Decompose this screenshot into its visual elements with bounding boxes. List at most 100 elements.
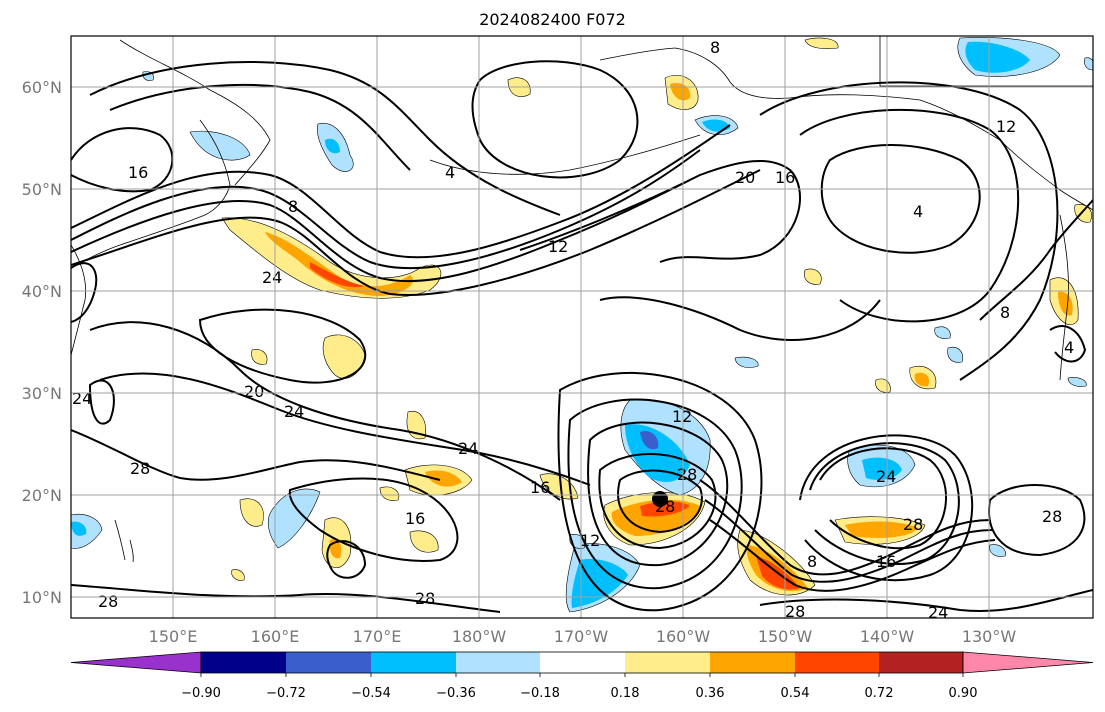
lon-label: 170°E <box>353 627 402 646</box>
lat-label: 20°N <box>22 486 62 505</box>
lon-label: 160°W <box>656 627 711 646</box>
lon-label: 170°W <box>554 627 609 646</box>
lon-label: 150°W <box>758 627 813 646</box>
contour-label: 20 <box>244 382 264 401</box>
shade-lblue-west <box>189 130 251 161</box>
shade-lblue-s1 <box>267 488 321 549</box>
lon-label: 150°E <box>149 627 198 646</box>
lon-label: 130°W <box>962 627 1017 646</box>
contour-trough-1 <box>699 479 991 576</box>
contour-jet-2 <box>71 124 731 259</box>
shade-yellow-c1 <box>539 473 579 500</box>
contour-tc-24 <box>598 453 717 550</box>
shade-blue-west2 <box>325 138 340 154</box>
shade-blue-ne <box>965 41 1030 73</box>
shade-yellow-ne <box>804 37 839 50</box>
coast-canada-border <box>879 36 1093 87</box>
shade-blue-s2 <box>71 521 87 536</box>
lon-label: 140°W <box>860 627 915 646</box>
contour-tc-12 <box>557 371 763 612</box>
contour-east-low-24 <box>819 447 947 550</box>
lat-label: 40°N <box>22 282 62 301</box>
contour-layer <box>71 60 1093 613</box>
shade-orange-coast <box>1058 291 1073 316</box>
contour-east-4 <box>820 144 981 254</box>
shade-yellow-e2 <box>875 378 891 393</box>
contour-east-8 <box>799 108 1020 323</box>
contour-tc-28 <box>617 469 703 534</box>
map-title: 2024082400 F072 <box>479 10 626 29</box>
contour-label: 28 <box>130 459 150 478</box>
shade-yellow-e3 <box>804 268 822 285</box>
contour-label: 16 <box>876 552 896 571</box>
contour-loop-4 <box>471 60 639 179</box>
contour-label: 28 <box>415 589 435 608</box>
contour-label: 8 <box>1000 303 1010 322</box>
colorbar-tick-label: −0.72 <box>266 686 306 701</box>
coast-japan <box>71 244 87 356</box>
coast-alaska-west <box>599 47 791 99</box>
gridlines <box>71 36 1093 618</box>
colorbar-extend-low <box>70 651 202 674</box>
contour-label: 24 <box>458 439 478 458</box>
contour-label: 20 <box>735 168 755 187</box>
contour-label: 12 <box>996 117 1016 136</box>
colorbar-tick-label: −0.18 <box>520 686 560 701</box>
contour-label: 28 <box>1042 507 1062 526</box>
colorbar-segment <box>201 652 286 673</box>
contour-label: 4 <box>445 163 455 182</box>
contour-label: 24 <box>72 389 92 408</box>
contour-jet-4 <box>71 169 761 296</box>
shade-lblue-m7 <box>989 544 1006 557</box>
contour-coast-4 <box>1049 325 1087 363</box>
shade-orange-c4 <box>845 521 918 538</box>
shade-yellow-e4 <box>1074 204 1092 223</box>
colorbar-tick-label: 0.36 <box>696 686 725 701</box>
coast-aleutian <box>429 134 701 175</box>
contour-label: 28 <box>677 465 697 484</box>
contour-mid-loop <box>198 308 367 384</box>
colorbar-tick-labels: −0.90 −0.72 −0.54 −0.36 −0.18 0.18 0.36 … <box>181 686 977 701</box>
contour-label: 8 <box>288 197 298 216</box>
shade-lblue-m1 <box>734 356 759 368</box>
coastline-layer <box>71 36 1093 563</box>
contour-label: 28 <box>98 592 118 611</box>
shade-red-jet <box>310 262 365 288</box>
shade-yellow-w1 <box>251 349 268 365</box>
shade-yellow-s4 <box>379 486 400 501</box>
contour-west-loop <box>88 379 115 425</box>
map-frame <box>70 35 1094 619</box>
contour-east-12 <box>759 81 1059 381</box>
shade-yellow-mid1 <box>322 334 366 379</box>
contour-label: 24 <box>262 268 282 287</box>
contour-label: 12 <box>580 531 600 550</box>
contour-east-28 <box>988 484 1086 557</box>
contour-east-24 <box>759 589 1093 612</box>
contour-mid-24 <box>99 372 591 486</box>
colorbar-tick-label: 0.90 <box>949 686 978 701</box>
colorbar-segment <box>540 652 625 673</box>
contour-label: 8 <box>807 552 817 571</box>
shaded-field-layer <box>71 37 1093 613</box>
contour-label: 28 <box>903 515 923 534</box>
shade-orange-mid3 <box>425 470 462 487</box>
contour-label: 12 <box>672 407 692 426</box>
contour-tc-20 <box>587 421 729 567</box>
shade-blue-tc <box>625 424 690 482</box>
contour-west-8 <box>71 262 98 323</box>
coast-kuril <box>71 214 206 269</box>
colorbar-segment <box>625 652 710 673</box>
contour-jet-3 <box>71 179 691 282</box>
colorbar-tick-label: 0.54 <box>781 686 810 701</box>
shade-royal-tc <box>640 430 659 450</box>
lon-label: 180°W <box>452 627 507 646</box>
coast-kamchatka <box>199 119 231 216</box>
contour-label: 8 <box>710 38 720 57</box>
contour-north-1 <box>89 61 561 216</box>
contour-tc-16 <box>567 398 743 590</box>
contour-south-28 <box>71 584 501 613</box>
contour-north-2 <box>109 83 411 171</box>
contour-label: 12 <box>548 237 568 256</box>
contour-coast-8 <box>979 199 1093 321</box>
